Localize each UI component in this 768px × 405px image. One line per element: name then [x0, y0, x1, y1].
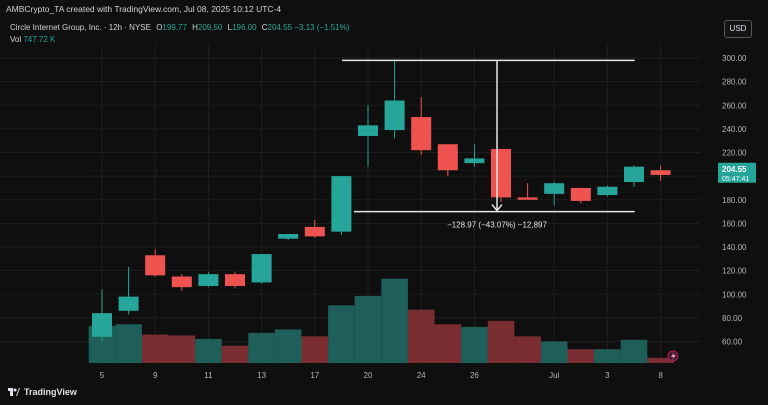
volume-bar — [647, 357, 674, 363]
x-axis-tick-label: Jul — [549, 371, 559, 380]
x-axis-tick-label: 8 — [658, 371, 663, 380]
candle-body[interactable] — [411, 117, 432, 151]
volume-bar — [620, 339, 648, 363]
symbol-name[interactable]: Circle Internet Group, Inc. · 12h · NYSE — [10, 23, 151, 32]
volume-bar — [594, 349, 621, 363]
candle-body[interactable] — [278, 234, 299, 239]
x-axis-tick-label: 5 — [100, 371, 105, 380]
volume-bar — [328, 305, 355, 363]
y-axis-tick-label: 60.00 — [722, 338, 743, 347]
tradingview-logo-icon — [8, 388, 20, 396]
symbol-ohlc-row: Circle Internet Group, Inc. · 12h · NYSE… — [10, 22, 349, 33]
y-axis-tick-label: 260.00 — [722, 101, 747, 110]
ohlc-low-label: L — [227, 23, 233, 32]
x-axis-tick-label: 13 — [257, 371, 266, 380]
volume-bar — [381, 278, 408, 363]
y-axis-tick-label: 220.00 — [722, 149, 747, 158]
y-axis-tick-label: 280.00 — [722, 78, 747, 87]
ohlc-low: 196.00 — [232, 23, 257, 32]
ohlc-change: −3.13 (−1.51%) — [294, 23, 350, 32]
event-flash-glyph — [671, 352, 676, 361]
y-axis-tick-label: 120.00 — [722, 267, 747, 276]
candle-body[interactable] — [331, 176, 352, 232]
volume-bar — [248, 332, 275, 363]
tradingview-logo[interactable]: TradingView — [8, 387, 77, 397]
currency-button[interactable]: USD — [724, 20, 752, 38]
chart-legend: Circle Internet Group, Inc. · 12h · NYSE… — [10, 22, 349, 45]
volume-bar — [274, 329, 302, 363]
x-axis-tick-label: 3 — [605, 371, 610, 380]
candle-body[interactable] — [491, 148, 511, 198]
x-axis-tick-label: 11 — [204, 371, 213, 380]
volume-bar — [514, 336, 541, 363]
x-axis-tick-label: 24 — [417, 371, 426, 380]
volume-bar — [195, 338, 222, 363]
x-axis-tick-label: 26 — [470, 371, 479, 380]
volume-bar — [221, 345, 249, 363]
candle-body[interactable] — [464, 158, 485, 164]
candle-body[interactable] — [251, 254, 272, 283]
candle-body[interactable] — [92, 313, 112, 337]
volume-bar — [487, 320, 515, 363]
volume-bar — [567, 349, 595, 363]
chart-credit: AMBCrypto_TA created with TradingView.co… — [6, 4, 282, 14]
x-axis-tick-label: 17 — [310, 371, 319, 380]
volume-bar — [461, 326, 488, 363]
candle-body[interactable] — [544, 183, 565, 194]
volume-label[interactable]: Vol — [10, 35, 22, 44]
y-axis-tick-label: 100.00 — [722, 290, 747, 299]
x-axis-tick-label: 20 — [364, 371, 373, 380]
volume-bar — [407, 309, 435, 363]
candle-body[interactable] — [437, 144, 458, 171]
volume-bar — [434, 324, 462, 363]
volume-bar — [168, 335, 196, 363]
current-price-tag — [718, 162, 756, 183]
candle-body[interactable] — [570, 187, 591, 201]
ohlc-open: 199.77 — [162, 23, 187, 32]
ohlc-high-label: H — [192, 23, 198, 32]
y-axis-tick-label: 240.00 — [722, 125, 747, 134]
candle-body[interactable] — [517, 197, 538, 200]
volume-bar — [141, 334, 169, 363]
volume-row: Vol 747.72 K — [10, 34, 349, 45]
ohlc-open-label: O — [156, 23, 163, 32]
candle-body[interactable] — [225, 274, 245, 286]
measure-arrow-icon — [491, 204, 503, 212]
y-axis-tick-label: 160.00 — [722, 219, 747, 228]
ohlc-close-label: C — [261, 23, 268, 32]
volume-bar — [540, 341, 568, 363]
candle-body[interactable] — [358, 125, 378, 136]
volume-bar — [354, 295, 382, 363]
candle-body[interactable] — [304, 226, 325, 237]
candle-body[interactable] — [145, 255, 166, 276]
current-price-value: 204.55 — [722, 165, 747, 174]
y-axis-tick-label: 180.00 — [722, 196, 747, 205]
measure-label: −128.97 (−43.07%) −12,897 — [447, 221, 547, 230]
candle-body[interactable] — [198, 274, 219, 286]
candle-body[interactable] — [597, 186, 618, 196]
candle-body[interactable] — [624, 166, 644, 183]
y-axis-tick-label: 300.00 — [722, 54, 747, 63]
candle-body[interactable] — [118, 296, 139, 311]
ohlc-close: 204.55 — [267, 23, 293, 32]
bar-countdown: 05:47:41 — [722, 176, 749, 183]
candle-body[interactable] — [171, 276, 192, 288]
volume-bar — [115, 324, 142, 363]
y-axis-tick-label: 80.00 — [722, 314, 743, 323]
x-axis-tick-label: 9 — [153, 371, 158, 380]
candle-body[interactable] — [384, 100, 405, 131]
candle-body[interactable] — [650, 170, 671, 175]
tradingview-logo-text: TradingView — [24, 387, 77, 397]
volume-value: 747.72 K — [23, 35, 56, 44]
ohlc-high: 209.50 — [197, 23, 223, 32]
y-axis-tick-label: 140.00 — [722, 243, 747, 252]
volume-bar — [301, 336, 329, 363]
